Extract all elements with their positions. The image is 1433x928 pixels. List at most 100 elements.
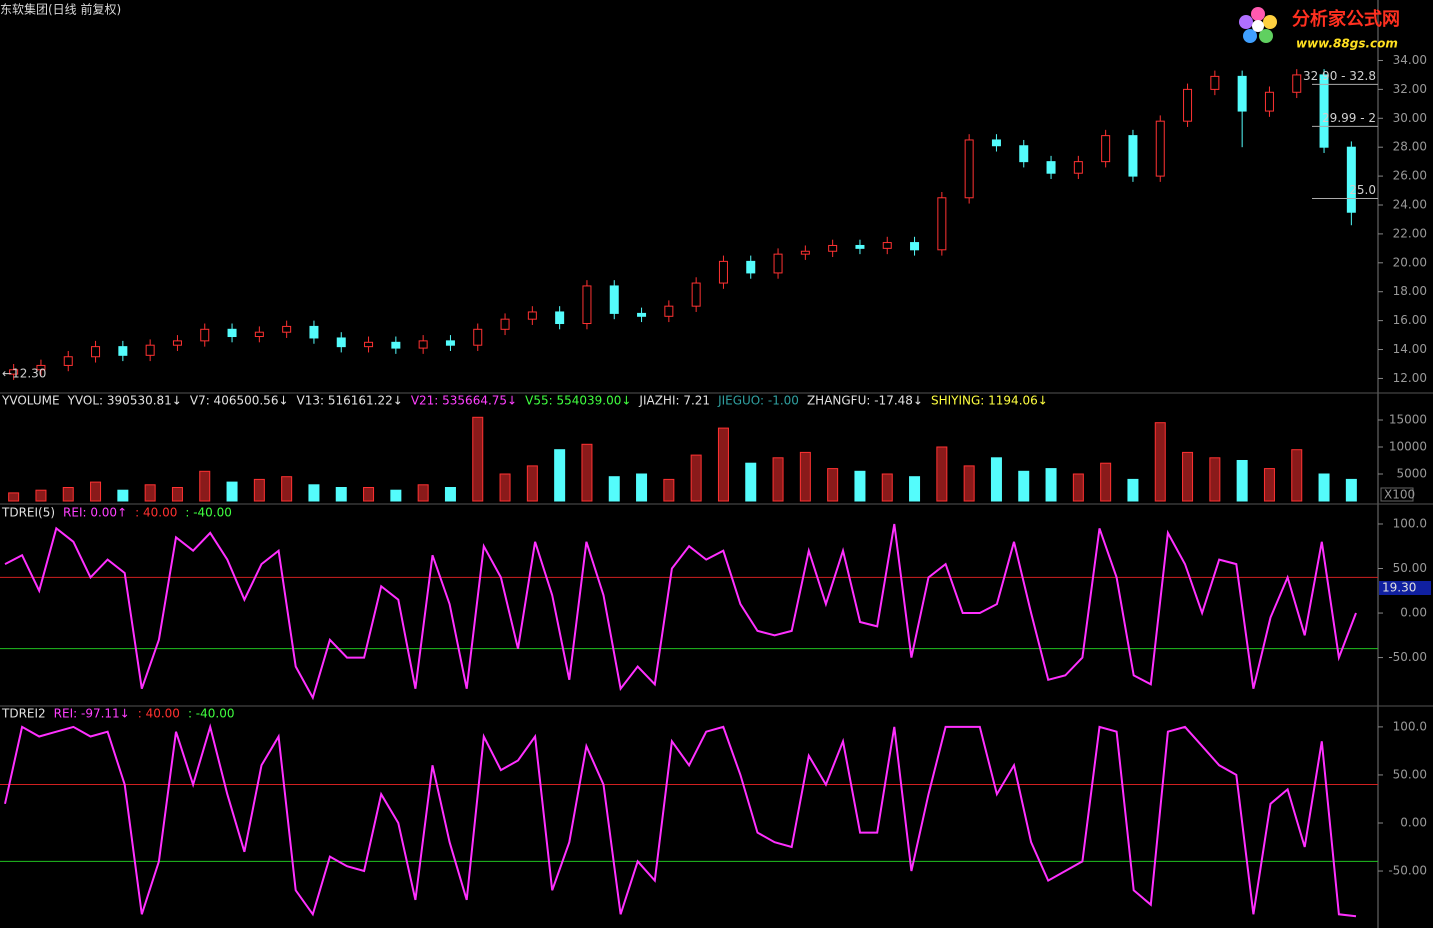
- volume-bar: [417, 484, 429, 502]
- volume-bar: [881, 473, 893, 502]
- candle-body: [1319, 74, 1329, 148]
- y-tick-label: 16.00: [1393, 313, 1427, 327]
- candle-body: [118, 346, 128, 356]
- candle-body: [282, 325, 292, 333]
- indicator-name: TDREI2: [1, 707, 46, 721]
- volume-bar: [854, 470, 866, 502]
- volume-bar: [281, 476, 293, 502]
- y-tick-label: 18.00: [1393, 284, 1427, 298]
- y-tick-label: -50.00: [1388, 650, 1427, 664]
- volume-bar: [499, 473, 511, 502]
- volume-bar: [717, 427, 729, 502]
- candle-body: [991, 139, 1001, 147]
- volume-bar: [1318, 473, 1330, 502]
- volume-bar: [226, 481, 238, 502]
- legend-item: V13: 516161.22↓: [297, 394, 403, 408]
- y-tick-label: 100.0: [1393, 719, 1427, 733]
- volume-bar: [1154, 422, 1166, 502]
- volume-bar: [1236, 459, 1248, 502]
- candle-body: [746, 260, 756, 274]
- candle-body: [800, 250, 810, 255]
- legend-item: : -40.00: [185, 506, 232, 520]
- candle-body: [1346, 146, 1356, 213]
- y-tick-label: 100.0: [1393, 516, 1427, 530]
- volume-bar: [1291, 449, 1303, 502]
- legend-item: V21: 535664.75↓: [411, 394, 517, 408]
- volume-bar: [608, 476, 620, 502]
- y-tick-label: 0.00: [1400, 815, 1427, 829]
- watermark-name: 分析家公式网: [1292, 8, 1400, 30]
- legend-item: V55: 554039.00↓: [525, 394, 631, 408]
- volume-bar: [253, 478, 265, 502]
- legend-item: SHIYING: 1194.06↓: [931, 394, 1048, 408]
- y-tick-label: 14.00: [1393, 342, 1427, 356]
- volume-bar: [390, 489, 402, 502]
- volume-bar: [1345, 478, 1357, 502]
- volume-bar: [554, 449, 566, 502]
- candle-body: [910, 242, 920, 251]
- y-tick-label: 30.00: [1393, 111, 1427, 125]
- y-tick-label: 24.00: [1393, 198, 1427, 212]
- y-tick-label: 50.00: [1393, 561, 1427, 575]
- volume-bar: [90, 481, 102, 502]
- candle-body: [445, 340, 455, 346]
- candle-body: [36, 364, 46, 371]
- indicator-name: YVOLUME: [1, 394, 60, 408]
- candle-body: [1019, 145, 1029, 163]
- volume-bar: [909, 476, 921, 502]
- candle-body: [473, 328, 483, 346]
- candle-body: [9, 369, 19, 375]
- cursor-label: 19.30: [1382, 581, 1416, 595]
- candle-body: [1046, 161, 1056, 174]
- volume-bar: [1072, 473, 1084, 502]
- candle-body: [664, 305, 674, 317]
- volume-bar: [472, 416, 484, 502]
- candle-body: [718, 260, 728, 284]
- y-tick-label: -50.00: [1388, 864, 1427, 878]
- volume-bar: [772, 457, 784, 502]
- candle-body: [555, 311, 565, 325]
- y-tick-label: 10000: [1389, 439, 1427, 453]
- candle-body: [1264, 91, 1274, 112]
- price-label: ←12.30: [2, 367, 46, 381]
- price-label: 32.90 - 32.8: [1303, 69, 1376, 83]
- candle-body: [582, 285, 592, 325]
- volume-bar: [990, 457, 1002, 502]
- candle-body: [63, 356, 73, 366]
- legend-item: : -40.00: [188, 707, 235, 721]
- legend-item: : 40.00: [138, 707, 180, 721]
- y-tick-label: 26.00: [1393, 169, 1427, 183]
- volume-bar: [199, 470, 211, 502]
- candle-body: [364, 341, 374, 348]
- candle-body: [227, 328, 237, 338]
- candle-body: [637, 312, 647, 317]
- candle-body: [1073, 161, 1083, 174]
- legend-item: V7: 406500.56↓: [190, 394, 289, 408]
- candle-body: [691, 282, 701, 307]
- candle-body: [500, 318, 510, 330]
- candle-body: [1237, 75, 1247, 112]
- price-label: 25.0: [1349, 183, 1376, 197]
- candle-body: [336, 337, 346, 348]
- candle-body: [254, 331, 264, 338]
- candle-body: [1183, 88, 1193, 122]
- volume-bar: [1209, 457, 1221, 502]
- volume-bar: [1100, 462, 1112, 502]
- volume-bar: [1045, 468, 1057, 502]
- legend-item: ZHANGFU: -17.48↓: [807, 394, 923, 408]
- volume-bar: [35, 489, 47, 502]
- volume-bar: [799, 451, 811, 502]
- watermark-url: www.88gs.com: [1296, 37, 1398, 51]
- y-tick-label: 34.00: [1393, 53, 1427, 67]
- volume-bar: [171, 486, 183, 502]
- candle-body: [1292, 74, 1302, 93]
- y-tick-label: 20.00: [1393, 255, 1427, 269]
- volume-bar: [690, 454, 702, 502]
- candle-body: [418, 340, 428, 349]
- candle-body: [91, 346, 101, 358]
- y-tick-label: 0.00: [1400, 606, 1427, 620]
- candle-body: [882, 242, 892, 249]
- candle-body: [1128, 135, 1138, 177]
- indicator-name: TDREI(5): [1, 506, 55, 520]
